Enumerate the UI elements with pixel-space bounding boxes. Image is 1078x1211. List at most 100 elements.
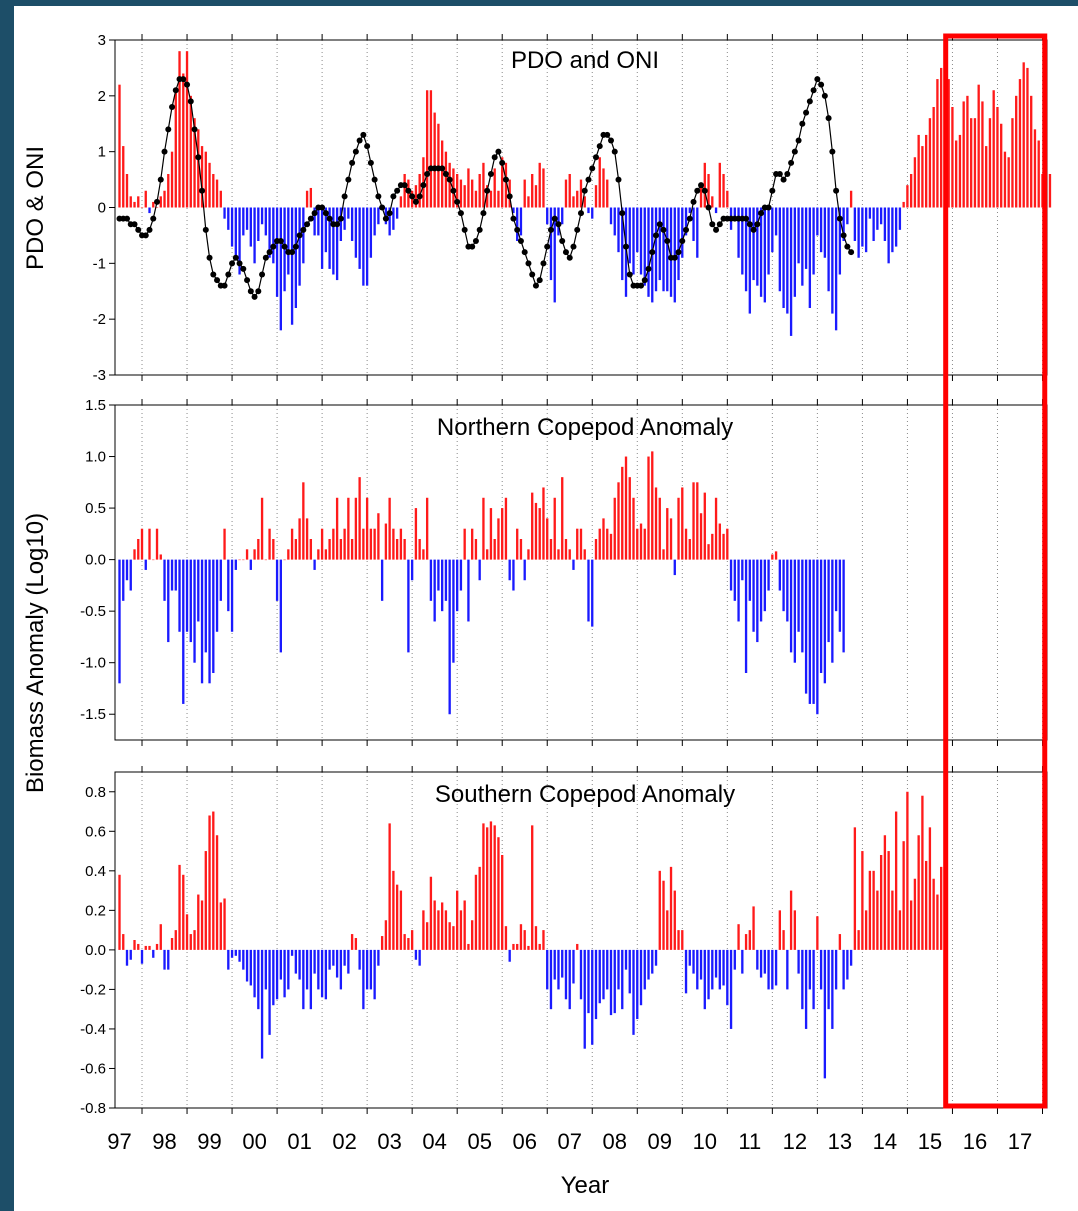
bar — [1011, 118, 1014, 208]
bar — [857, 930, 860, 950]
bar — [508, 559, 511, 581]
oni-point — [709, 221, 716, 228]
bar — [459, 910, 463, 950]
bar — [681, 207, 684, 258]
bar — [437, 910, 440, 950]
oni-point — [341, 193, 348, 200]
bar — [433, 559, 436, 622]
bar — [842, 207, 845, 241]
oni-point — [750, 226, 757, 233]
bar — [433, 900, 436, 950]
bar — [118, 874, 121, 950]
bar — [448, 922, 451, 950]
bar — [583, 949, 586, 1049]
bar — [354, 938, 358, 950]
oni-point — [262, 254, 269, 261]
bar — [174, 90, 177, 208]
bar — [699, 513, 703, 560]
bar — [373, 528, 376, 560]
y-tick-label: -3 — [93, 367, 106, 384]
bar — [1000, 123, 1003, 208]
oni-point — [199, 187, 206, 194]
oni-point — [240, 265, 247, 272]
bar — [534, 502, 538, 560]
bar — [834, 559, 838, 612]
oni-point — [457, 210, 464, 217]
bar — [699, 185, 703, 208]
bar — [122, 559, 125, 601]
bar — [917, 835, 920, 950]
bar — [234, 559, 237, 570]
x-tick-label: 99 — [197, 1129, 221, 1154]
bar — [208, 162, 211, 208]
y-tick-label: 0.4 — [85, 863, 106, 880]
y-tick-label: -1 — [93, 255, 106, 272]
bar — [654, 949, 658, 966]
bar — [152, 201, 155, 208]
bar — [501, 157, 504, 208]
y-tick-label: 1.5 — [85, 397, 106, 414]
bar — [253, 949, 256, 998]
bar — [148, 207, 151, 214]
oni-point — [206, 254, 213, 261]
oni-point — [784, 171, 791, 177]
x-tick-label: 17 — [1008, 1129, 1032, 1154]
oni-point — [848, 249, 855, 256]
oni-point — [743, 215, 750, 222]
bar — [414, 508, 418, 560]
bar — [737, 924, 740, 950]
bar — [200, 900, 204, 950]
bar — [838, 934, 842, 950]
oni-point — [195, 154, 202, 161]
oni-point — [623, 243, 629, 250]
bar — [395, 207, 399, 219]
bar — [576, 190, 579, 208]
bar — [380, 559, 384, 601]
bar — [928, 827, 932, 950]
bar — [290, 528, 294, 560]
bar — [384, 523, 388, 560]
bar — [1007, 157, 1010, 208]
bar — [711, 196, 714, 208]
bar — [410, 930, 414, 950]
oni-point — [660, 226, 667, 233]
bar — [140, 949, 144, 964]
oni-point — [382, 215, 389, 222]
bar — [666, 508, 669, 560]
bar — [519, 207, 523, 236]
bar — [534, 185, 538, 208]
bar — [332, 207, 335, 275]
bar — [658, 497, 661, 560]
bar — [988, 118, 992, 208]
bar — [275, 559, 279, 601]
oni-point — [304, 221, 311, 228]
oni-point — [476, 226, 483, 233]
bar — [399, 196, 403, 208]
oni-point — [803, 109, 810, 116]
oni-point — [221, 282, 228, 289]
bar — [268, 528, 271, 560]
bar — [287, 549, 290, 560]
oni-point — [581, 187, 588, 194]
bar — [632, 949, 635, 1035]
x-tick-label: 15 — [918, 1129, 942, 1154]
oni-point — [608, 137, 614, 144]
bar — [808, 949, 812, 990]
bar — [579, 179, 583, 208]
bar — [564, 539, 568, 560]
oni-point — [472, 238, 479, 244]
bar — [737, 207, 740, 258]
oni-point — [356, 137, 363, 144]
bar — [864, 207, 868, 253]
bar — [636, 949, 639, 1020]
bar — [365, 949, 369, 990]
bar — [317, 207, 320, 236]
oni-point — [390, 193, 397, 200]
bar — [692, 949, 695, 974]
bar — [594, 539, 598, 560]
bar — [778, 207, 781, 292]
bar — [388, 207, 391, 236]
oni-point — [544, 243, 551, 250]
bar — [523, 559, 526, 581]
